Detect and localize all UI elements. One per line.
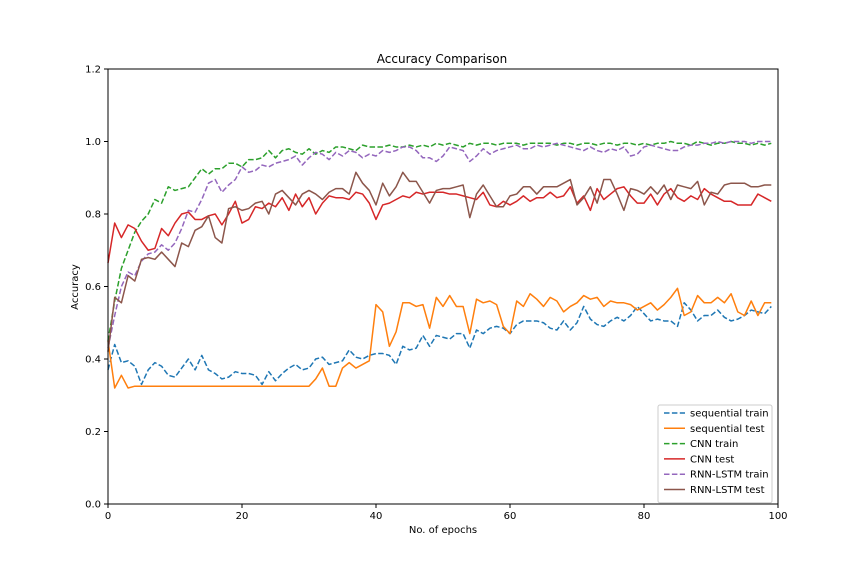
legend-label: CNN test xyxy=(690,454,734,465)
x-tick-label: 100 xyxy=(768,511,787,522)
x-tick-label: 60 xyxy=(504,511,517,522)
legend-label: sequential test xyxy=(690,424,765,435)
series-layer xyxy=(107,140,772,389)
chart-title: Accuracy Comparison xyxy=(377,52,507,66)
legend-label: sequential train xyxy=(690,409,769,420)
legend-box xyxy=(657,404,773,504)
x-tick-label: 0 xyxy=(105,511,111,522)
legend-label: RNN-LSTM test xyxy=(690,485,765,496)
x-tick-label: 40 xyxy=(370,511,383,522)
legend-label: RNN-LSTM train xyxy=(690,470,769,481)
x-axis-label: No. of epochs xyxy=(409,525,477,536)
y-tick-label: 0.4 xyxy=(85,355,101,366)
legend-label: CNN train xyxy=(690,439,738,450)
y-axis-label: Accuracy xyxy=(70,264,81,310)
y-tick-label: 0.8 xyxy=(85,210,101,221)
series-line-sequential-test xyxy=(107,287,772,389)
y-tick-label: 1.0 xyxy=(85,137,101,148)
x-tick-label: 20 xyxy=(236,511,249,522)
y-axis: 0.0 0.2 0.4 0.6 0.8 1.0 1.2 xyxy=(85,65,108,511)
series-line-rnn-lstm-train xyxy=(107,140,772,349)
series-line-rnn-lstm-test xyxy=(107,171,772,352)
series-line-cnn-test xyxy=(107,186,772,264)
y-tick-label: 0.0 xyxy=(85,500,101,511)
legend: sequential train sequential test CNN train… xyxy=(657,404,773,504)
y-tick-label: 0.2 xyxy=(85,427,101,438)
y-tick-label: 0.6 xyxy=(85,282,101,293)
series-line-cnn-train xyxy=(107,140,772,342)
series-line-sequential-train xyxy=(107,302,772,386)
y-tick-label: 1.2 xyxy=(85,65,101,76)
x-tick-label: 80 xyxy=(638,511,651,522)
x-axis: 0 20 40 60 80 100 xyxy=(105,504,788,522)
